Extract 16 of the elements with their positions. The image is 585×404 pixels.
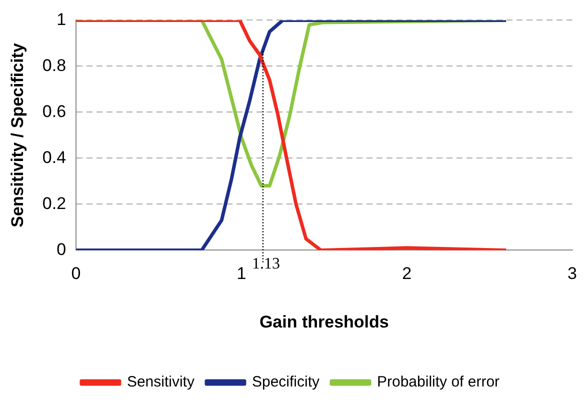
- legend-label: Probability of error: [377, 374, 500, 391]
- x-axis-title: Gain thresholds: [259, 312, 389, 332]
- x-tick-label: 2: [402, 264, 412, 284]
- legend-label: Sensitivity: [126, 374, 195, 391]
- y-tick-label: 0: [56, 240, 66, 259]
- x-tick-label: 3: [568, 264, 578, 284]
- y-tick-label: 0.6: [42, 102, 66, 121]
- x-tick-label: 1: [236, 264, 246, 284]
- y-tick-label: 0.2: [42, 194, 66, 213]
- ref-line-label: 1.13: [252, 255, 280, 272]
- x-tick-label: 0: [71, 264, 81, 284]
- y-tick-label: 0.4: [42, 148, 66, 167]
- y-tick-label: 1: [56, 10, 66, 29]
- legend-label: Specificity: [252, 374, 320, 391]
- y-tick-label: 0.8: [42, 56, 66, 75]
- y-axis-title: Sensitivity / Specificity: [8, 42, 27, 228]
